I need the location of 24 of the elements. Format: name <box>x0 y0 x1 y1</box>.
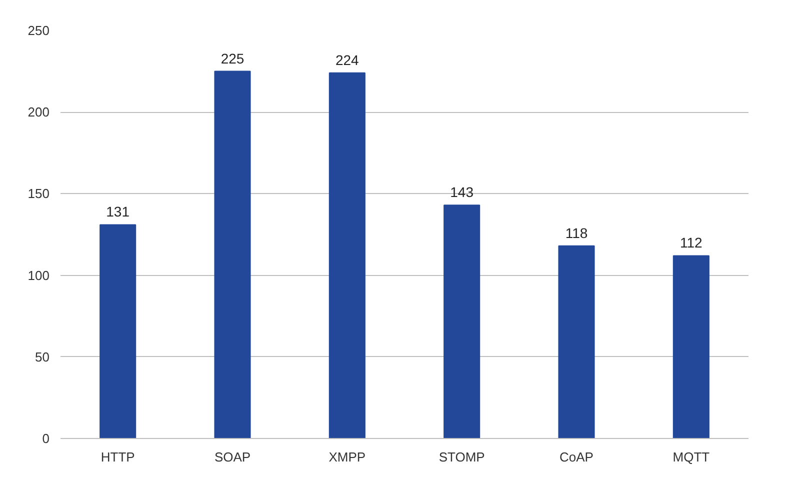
data-label: 112 <box>680 234 703 251</box>
bar <box>214 70 251 438</box>
x-tick-label: CoAP <box>560 450 594 464</box>
x-tick-label: HTTP <box>100 450 135 464</box>
y-tick-label: 100 <box>28 268 50 283</box>
y-tick-label: 0 <box>42 431 50 446</box>
data-label: 224 <box>335 52 360 68</box>
y-tick-label: 200 <box>28 104 50 120</box>
bar <box>444 204 480 438</box>
bar <box>328 72 366 438</box>
x-tick-label: MQTT <box>672 450 710 464</box>
bar <box>672 255 710 438</box>
y-tick-label: 50 <box>35 349 50 364</box>
bar <box>100 224 136 438</box>
data-label: 131 <box>106 204 130 220</box>
data-label: 143 <box>450 184 474 200</box>
y-tick-label: 150 <box>28 186 50 202</box>
x-tick-label: XMPP <box>328 450 366 464</box>
bar <box>558 245 595 438</box>
y-tick-label: 250 <box>28 23 50 38</box>
data-label: 225 <box>220 50 244 66</box>
data-label: 118 <box>565 224 588 241</box>
x-tick-label: STOMP <box>438 450 485 464</box>
x-tick-label: SOAP <box>214 450 251 464</box>
